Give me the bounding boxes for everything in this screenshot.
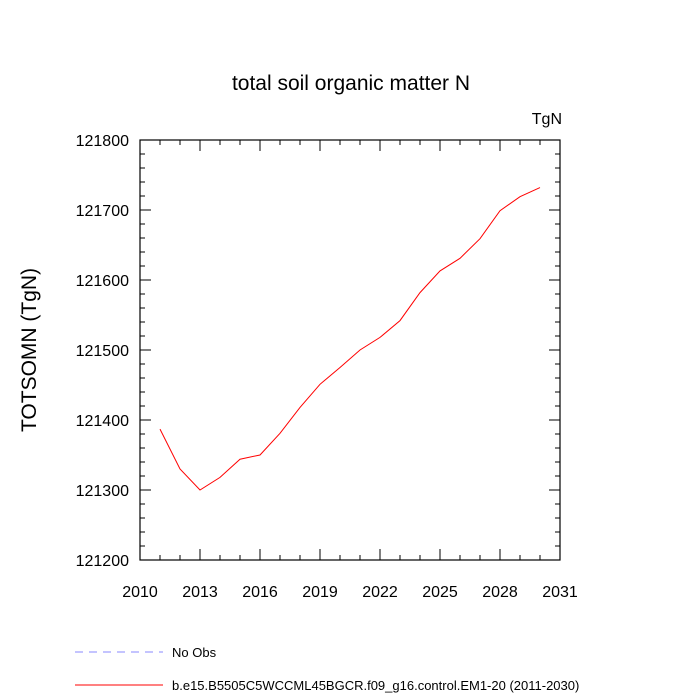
x-tick-label: 2019 [302, 584, 338, 601]
x-tick-label: 2016 [242, 584, 278, 601]
plot-frame [139, 139, 561, 561]
x-tick-label: 2022 [362, 584, 398, 601]
legend-label: No Obs [172, 645, 217, 660]
series-line [159, 187, 541, 491]
x-tick-label: 2031 [542, 584, 578, 601]
units-label: TgN [532, 111, 562, 128]
x-tick-label: 2025 [422, 584, 458, 601]
x-tick-label: 2013 [182, 584, 218, 601]
y-tick-label: 121300 [76, 483, 129, 500]
x-tick-label: 2028 [482, 584, 518, 601]
y-tick-label: 121200 [76, 553, 129, 570]
axis-ticks: 2010 2013 2016 2019 2022 2025 2028 2031 121200 12… [76, 133, 578, 601]
x-tick-label: 2010 [122, 584, 158, 601]
y-axis-label: TOTSOMN (TgN) [18, 268, 41, 432]
legend: No Obs b.e15.B5505C5WCCML45BGCR.f09_g16.c… [75, 645, 579, 693]
y-tick-label: 121600 [76, 273, 129, 290]
y-tick-label: 121400 [76, 413, 129, 430]
y-tick-label: 121500 [76, 343, 129, 360]
series-lines [159, 187, 541, 491]
y-tick-label: 121700 [76, 203, 129, 220]
y-tick-label: 121800 [76, 133, 129, 150]
legend-label: b.e15.B5505C5WCCML45BGCR.f09_g16.control… [172, 678, 579, 693]
chart-title: total soil organic matter N [232, 72, 470, 95]
